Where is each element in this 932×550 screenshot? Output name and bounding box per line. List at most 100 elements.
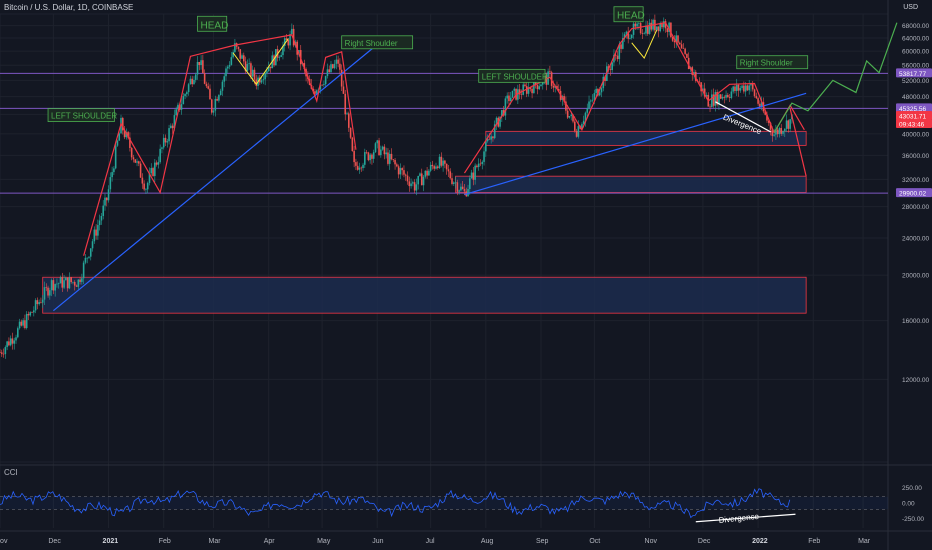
bullish-projection (773, 22, 898, 133)
candle (783, 128, 786, 138)
candle-body (280, 55, 282, 57)
time-tick-label: Aug (481, 538, 494, 545)
candle-body (0, 352, 3, 354)
candle-body (378, 140, 380, 156)
candle (586, 103, 589, 118)
candle (419, 172, 421, 177)
candle (428, 169, 430, 176)
candle-body (760, 102, 763, 108)
candle-body (203, 73, 206, 84)
candle-body (787, 120, 790, 129)
candle-body (687, 57, 690, 70)
time-tick-label: Apr (264, 538, 276, 545)
candle (49, 287, 51, 300)
candle (138, 160, 140, 167)
candle-body (476, 165, 478, 167)
candle (506, 92, 508, 104)
candle-body (52, 280, 55, 291)
candle-body (154, 162, 156, 177)
candle-body (360, 167, 363, 169)
candle (8, 337, 10, 347)
candle (340, 64, 343, 92)
price-badge-text: 43031.71 (899, 113, 926, 120)
candle (143, 180, 145, 192)
candle-body (239, 49, 242, 59)
pattern-label-2: Right Shoulder (341, 35, 414, 50)
candle (549, 65, 551, 77)
candle (321, 84, 323, 87)
candle-body (678, 42, 681, 45)
candle-body (73, 281, 76, 286)
candle (41, 294, 44, 308)
candle-body (721, 96, 724, 99)
cci-line (0, 488, 791, 519)
candle (203, 69, 206, 85)
pattern-label-text: Right Shoulder (740, 59, 793, 68)
candle (189, 75, 192, 85)
candle (82, 260, 85, 285)
candle (180, 98, 183, 115)
candle (136, 158, 138, 167)
candle (403, 165, 405, 178)
candle (709, 103, 711, 112)
candle-body (380, 149, 382, 156)
candle (89, 248, 92, 261)
candle-body (390, 153, 393, 160)
candle (182, 92, 185, 105)
trendline-1 (464, 92, 807, 196)
candle (632, 19, 635, 39)
candle-body (226, 66, 229, 69)
candle (458, 189, 460, 195)
candle-body (132, 157, 135, 160)
candle (449, 168, 452, 180)
time-tick-label: Oct (589, 538, 600, 545)
candle (670, 22, 672, 39)
candle (159, 144, 161, 164)
price-badge-1: 45325.56 (896, 103, 932, 113)
candle (648, 19, 651, 35)
candle-body (582, 120, 585, 125)
candles (0, 14, 793, 359)
candle (262, 73, 265, 85)
candle (47, 285, 49, 298)
candle-body (789, 119, 791, 129)
candle-body (751, 83, 754, 90)
candle (186, 90, 188, 98)
candle (410, 178, 412, 189)
candle-body (401, 168, 403, 171)
candle (355, 158, 357, 171)
candle-body (234, 43, 236, 52)
candle (164, 134, 167, 146)
candle-body (123, 130, 126, 138)
grid (0, 13, 888, 528)
candle (661, 21, 663, 30)
candle-body (77, 279, 80, 287)
candle-body (333, 63, 336, 69)
candle (107, 185, 110, 203)
candle (15, 334, 17, 344)
candle-body (244, 61, 247, 72)
candle-body (346, 113, 348, 115)
candle-body (369, 154, 371, 161)
candle-body (266, 71, 268, 74)
candle (675, 30, 678, 48)
candle (753, 88, 756, 98)
candle-body (467, 189, 469, 197)
candle (584, 111, 587, 127)
candle-body (725, 94, 727, 98)
candle-body (260, 80, 263, 83)
pattern-label-box (197, 15, 228, 32)
candle-body (783, 128, 786, 132)
candle (787, 119, 790, 133)
candle-body (454, 182, 457, 183)
candle-body (114, 145, 117, 169)
candle (54, 283, 56, 297)
candle-body (109, 177, 112, 190)
candle-body (182, 96, 185, 105)
candle (2, 348, 5, 358)
time-tick-label: Jul (426, 538, 435, 545)
candle (36, 297, 39, 310)
candle-body (636, 23, 638, 27)
candle-body (463, 189, 466, 192)
